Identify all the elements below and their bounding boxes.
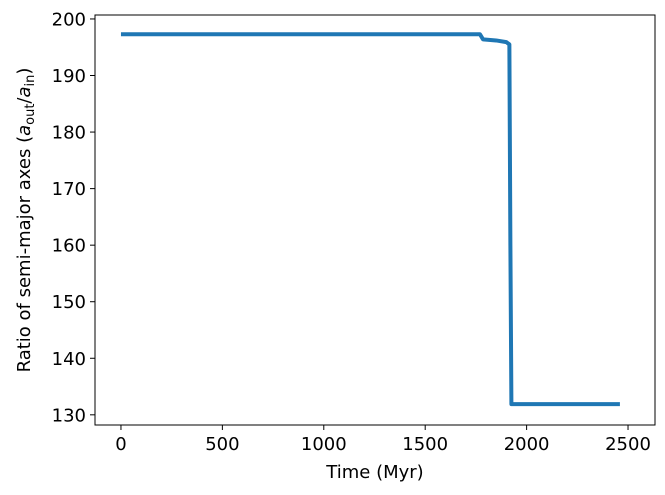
x-axis-label: Time (Myr) (325, 462, 423, 483)
y-tick-label: 180 (52, 123, 86, 144)
plot-frame (94, 14, 656, 426)
y-tick-label: 170 (52, 179, 86, 200)
x-tick-label: 0 (115, 434, 126, 455)
x-tick-label: 1500 (402, 434, 448, 455)
y-label-text: ) (14, 68, 35, 75)
y-tick-label: 200 (52, 9, 86, 30)
x-tick-label: 500 (205, 434, 239, 455)
data-line (120, 32, 620, 407)
y-tick-label: 160 (52, 236, 86, 257)
y-label-symbol: a (14, 125, 35, 136)
y-tick-label: 130 (52, 405, 86, 426)
y-axis-label: Ratio of semi-major axes (aout/ain) (14, 68, 38, 373)
x-tick-label: 1000 (301, 434, 347, 455)
x-tick-label: 2500 (605, 434, 651, 455)
y-tick-label: 150 (52, 292, 86, 313)
y-tick-label: 190 (52, 66, 86, 87)
y-label-subscript: in (23, 75, 38, 87)
y-tick-label: 140 (52, 349, 86, 370)
y-label-symbol: a (14, 86, 35, 97)
y-label-subscript: out (23, 104, 38, 125)
x-tick-label: 2000 (504, 434, 550, 455)
y-label-text: Ratio of semi-major axes ( (14, 136, 35, 373)
y-label-text: / (14, 97, 35, 104)
